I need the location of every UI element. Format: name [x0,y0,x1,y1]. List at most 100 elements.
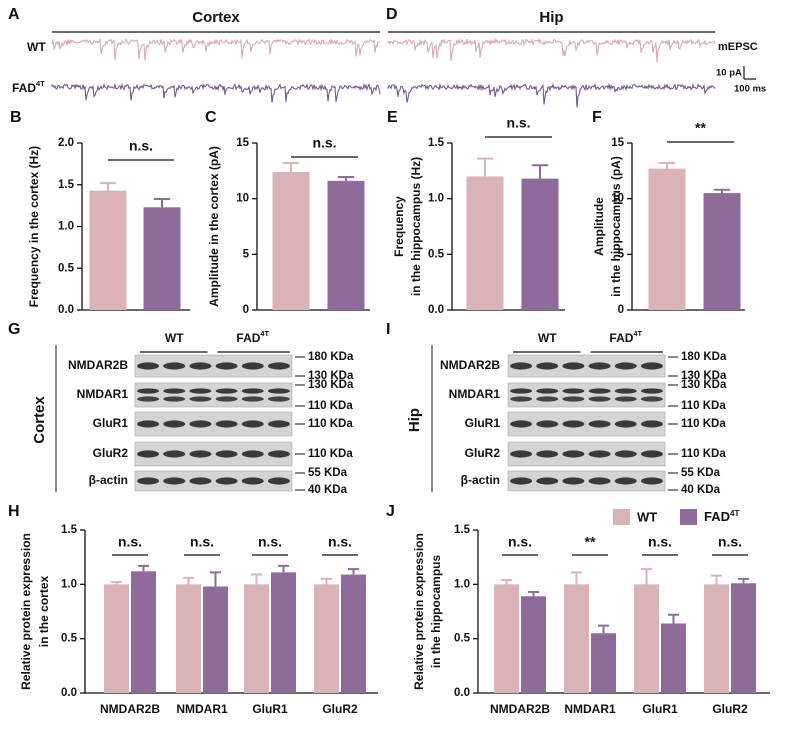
protein-label: GluR2 [465,446,501,460]
band [640,396,663,402]
significance-label: ** [695,120,706,136]
band [640,362,663,370]
protein-label: NMDAR1 [77,387,129,401]
bar [104,584,129,693]
band [614,450,637,458]
blot-strip [507,470,666,492]
bar [494,584,519,693]
error-bar [282,162,300,172]
band [588,362,611,370]
y-tick-label: 15 [236,137,249,149]
band [189,450,212,458]
marker-label: 130 KDa [681,379,727,391]
x-tick-label: GluR2 [712,702,748,716]
band [215,450,238,458]
band [267,388,290,394]
scale-label: 10 pA [716,68,742,79]
panel-letter: A [8,6,20,23]
band [588,388,611,394]
band [614,396,637,402]
error-bar [278,564,289,573]
error-bar [476,157,494,177]
group-label: FAD4T [236,329,269,345]
band [562,420,585,428]
band [163,420,186,428]
band [536,396,559,402]
y-tick-label: 0.5 [58,262,75,274]
bar [89,190,127,310]
bar [591,633,616,693]
fad-trace [387,82,716,108]
x-tick-label: NMDAR2B [490,702,550,716]
marker-label: 180 KDa [308,351,354,363]
band [189,388,212,394]
error-bar [658,162,676,169]
y-axis-label: Frequency [392,196,406,257]
error-bar [138,564,149,572]
error-bar [183,576,194,585]
significance-label: n.s. [328,534,352,550]
band [562,396,585,402]
band [510,450,533,458]
group-label: WT [538,331,557,345]
bar [271,572,296,693]
panel-letter: G [8,321,20,338]
legend-label-sup: 4T [730,509,739,518]
band [241,477,264,485]
y-tick-label: 0 [618,304,624,316]
bar [634,584,659,693]
band [510,396,533,402]
y-tick-label: 0.0 [454,687,470,699]
y-axis-label: in the hippocampus (Hz) [409,157,423,296]
bar [661,623,686,693]
group-label-base: FAD [609,331,633,345]
y-tick-label: 2.0 [58,137,74,149]
significance-label: n.s. [718,534,742,550]
bar [564,584,589,693]
protein-label: NMDAR2B [68,358,128,372]
y-axis-label: in the hippocampus (pA) [609,156,623,297]
bar [466,176,504,310]
bar [203,586,228,693]
error-bar [501,578,512,585]
y-tick-label: 15 [611,137,624,149]
legend-swatch [613,509,630,525]
y-tick-label: 1.5 [61,524,78,536]
significance-label: ** [585,534,596,550]
band [536,388,559,394]
group-label-sup: 4T [633,329,642,338]
band [189,477,212,485]
bar [731,583,756,693]
error-bar [348,568,359,575]
band [189,396,212,402]
wt-trace [51,37,381,61]
protein-label: GluR1 [93,416,129,430]
y-axis-label: Frequency in the cortex (Hz) [27,146,41,307]
bar [314,584,339,693]
region-label: Cortex [31,396,48,444]
protein-label: NMDAR1 [449,387,501,401]
band [137,450,160,458]
error-bar [571,571,582,585]
x-tick-label: GluR2 [322,702,358,716]
band [562,450,585,458]
x-tick-label: NMDAR2B [100,702,160,716]
marker-label: 180 KDa [681,351,727,363]
blot-strip [134,354,293,378]
band [137,396,160,402]
band [267,362,290,370]
band [562,477,585,485]
blot-strip [507,354,666,378]
y-tick-label: 1.0 [454,578,470,590]
y-tick-label: 1.0 [428,193,444,205]
band [510,420,533,428]
blot-strip [134,382,293,408]
y-axis-label: Amplitude in the cortex (pA) [207,146,221,307]
marker-label: 110 KDa [681,418,726,430]
error-bar [251,573,262,585]
row-label-base: FAD [12,81,36,95]
marker-label: 40 KDa [681,484,721,496]
bar [176,584,201,693]
band [640,420,663,428]
significance-label: n.s. [312,135,336,151]
